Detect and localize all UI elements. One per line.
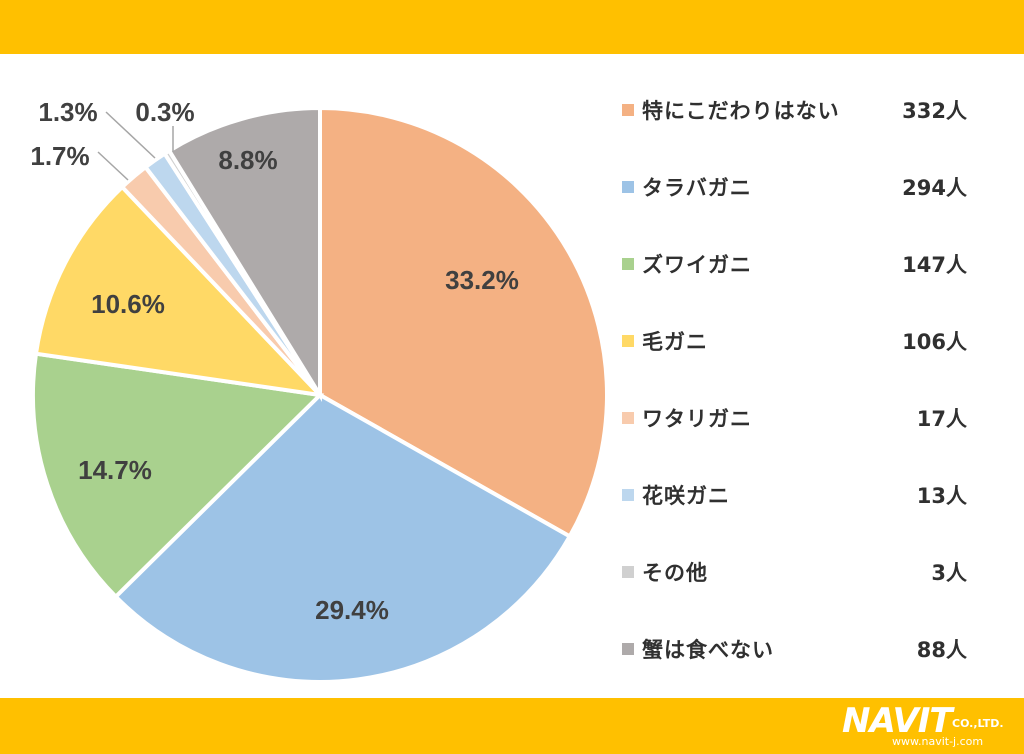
legend-swatch	[622, 258, 634, 270]
legend-swatch	[622, 412, 634, 424]
legend-item-1: 特にこだわりはない 332人	[622, 92, 967, 128]
legend-count: 3人	[931, 561, 967, 585]
legend-count: 294人	[902, 176, 967, 200]
legend-label: 花咲ガニ	[642, 484, 730, 508]
legend-label: その他	[642, 561, 708, 585]
legend-label: ズワイガニ	[642, 253, 752, 277]
legend-item-2: タラバガニ 294人	[622, 169, 967, 205]
top-band	[0, 0, 1024, 54]
pie-slice-1	[318, 105, 609, 540]
legend-label: 蟹は食べない	[642, 638, 774, 662]
legend-item-5: ワタリガニ 17人	[622, 400, 967, 436]
legend-label: 特にこだわりはない	[642, 99, 840, 123]
legend-count: 147人	[902, 253, 967, 277]
legend-swatch	[622, 489, 634, 501]
legend-count: 88人	[916, 638, 967, 662]
legend-swatch	[622, 335, 634, 347]
legend-label: タラバガニ	[642, 176, 752, 200]
legend-count: 17人	[916, 407, 967, 431]
legend-swatch	[622, 181, 634, 193]
legend-item-3: ズワイガニ 147人	[622, 246, 967, 282]
legend-count: 332人	[902, 99, 967, 123]
legend-swatch	[622, 104, 634, 116]
slice-percent-label-4: 10.6%	[91, 289, 165, 319]
slice-percent-label-5: 1.7%	[30, 141, 89, 171]
slice-percent-label-2: 29.4%	[315, 595, 389, 625]
legend-item-8: 蟹は食べない 88人	[622, 631, 967, 667]
logo-brand: NAVIT	[842, 701, 953, 741]
legend-label: ワタリガニ	[642, 407, 752, 431]
leader-line-5	[97, 151, 129, 181]
logo-url: www.navit-j.com	[892, 735, 984, 748]
logo-suffix: CO.,LTD.	[952, 717, 1004, 730]
slice-percent-label-1: 33.2%	[445, 265, 519, 295]
slice-percent-label-7: 0.3%	[135, 97, 194, 127]
legend-item-6: 花咲ガニ 13人	[622, 477, 967, 513]
slice-percent-label-8: 8.8%	[218, 145, 277, 175]
legend-swatch	[622, 643, 634, 655]
bottom-band	[0, 698, 1024, 754]
pie-chart: 33.2% 29.4% 14.7% 10.6% 1.7% 1.3% 0.3% 8.8%	[30, 97, 609, 684]
legend-label: 毛ガニ	[642, 330, 708, 354]
pie-slice-2	[112, 392, 573, 684]
navit-logo: NAVIT CO.,LTD. www.navit-j.com	[842, 701, 1014, 751]
legend-count: 106人	[902, 330, 967, 354]
legend-swatch	[622, 566, 634, 578]
pie-slice-4	[33, 184, 326, 398]
legend-item-7: その他 3人	[622, 554, 967, 590]
leader-line-6	[105, 111, 156, 159]
slice-percent-label-3: 14.7%	[78, 455, 152, 485]
slice-percent-label-6: 1.3%	[38, 97, 97, 127]
legend-count: 13人	[916, 484, 967, 508]
pie-slice-3	[31, 351, 325, 600]
pie-slice-8	[166, 105, 322, 403]
legend-item-4: 毛ガニ 106人	[622, 323, 967, 359]
